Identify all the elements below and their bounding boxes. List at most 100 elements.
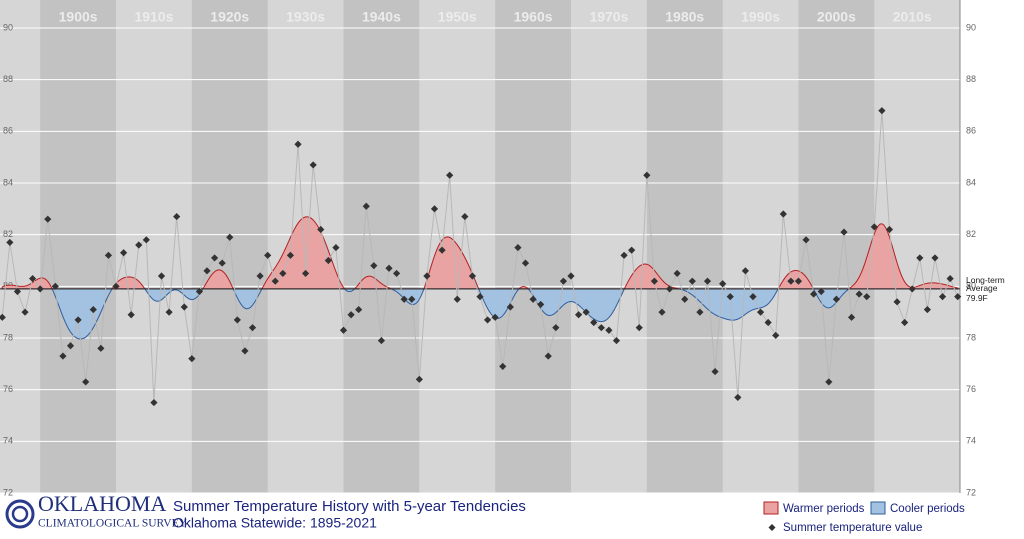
data-point bbox=[74, 316, 82, 324]
data-point bbox=[150, 398, 158, 407]
data-point bbox=[89, 305, 97, 314]
decade-label: 1990s bbox=[741, 9, 780, 25]
data-point bbox=[544, 352, 552, 360]
data-point bbox=[423, 272, 431, 280]
data-point bbox=[514, 243, 522, 252]
data-point bbox=[203, 267, 211, 275]
decade-label: 1980s bbox=[665, 9, 704, 25]
data-point bbox=[802, 236, 810, 244]
data-point bbox=[294, 140, 302, 148]
y2-tick-label: 76 bbox=[966, 384, 976, 394]
data-point bbox=[51, 282, 59, 290]
data-point bbox=[408, 295, 416, 303]
data-point bbox=[703, 277, 712, 285]
data-point bbox=[840, 228, 848, 236]
logo-ring bbox=[5, 499, 35, 529]
data-point bbox=[908, 285, 916, 293]
data-point bbox=[741, 267, 750, 275]
decade-label: 1950s bbox=[438, 9, 477, 25]
data-point bbox=[438, 246, 446, 254]
data-point bbox=[279, 269, 287, 278]
data-point bbox=[794, 277, 803, 285]
legend-label: Cooler periods bbox=[890, 503, 965, 515]
y-tick-label: 86 bbox=[3, 126, 13, 136]
data-point bbox=[847, 313, 856, 321]
data-point bbox=[476, 293, 484, 301]
data-point bbox=[29, 274, 37, 283]
data-point bbox=[66, 342, 75, 350]
logo: OKLAHOMA CLIMATOLOGICAL SURVEY bbox=[5, 491, 188, 530]
data-point bbox=[521, 259, 530, 267]
legend-swatch-cool bbox=[870, 501, 886, 515]
data-point bbox=[878, 107, 886, 115]
data-point bbox=[537, 300, 545, 309]
data-point bbox=[726, 293, 734, 301]
y-tick-label: 88 bbox=[3, 74, 13, 84]
data-point bbox=[688, 277, 696, 285]
data-point bbox=[59, 352, 67, 360]
data-point bbox=[938, 293, 947, 301]
y2-tick-label: 84 bbox=[966, 177, 976, 187]
y2-tick-label: 86 bbox=[966, 126, 976, 136]
data-point bbox=[612, 336, 621, 345]
data-point bbox=[0, 313, 6, 321]
legend-swatch-warm bbox=[763, 501, 779, 515]
data-point bbox=[605, 326, 613, 334]
decade-band bbox=[798, 0, 875, 493]
data-point bbox=[256, 272, 264, 280]
data-point bbox=[135, 241, 143, 249]
decade-band bbox=[40, 0, 117, 493]
y2-tick-label: 90 bbox=[966, 22, 976, 32]
data-point bbox=[82, 378, 90, 386]
data-point bbox=[552, 324, 560, 332]
data-point bbox=[218, 259, 226, 267]
data-point bbox=[893, 298, 901, 306]
data-point bbox=[446, 171, 454, 179]
data-point bbox=[506, 303, 514, 311]
logo-subname: CLIMATOLOGICAL SURVEY bbox=[38, 518, 188, 530]
y-tick-label: 78 bbox=[3, 332, 13, 342]
data-point bbox=[946, 274, 954, 283]
legend-swatch-point bbox=[768, 524, 776, 531]
data-point bbox=[855, 290, 863, 298]
y-tick-label: 74 bbox=[3, 436, 13, 446]
data-point bbox=[120, 249, 128, 257]
data-point bbox=[332, 243, 340, 252]
data-point bbox=[559, 277, 568, 285]
decade-label: 2010s bbox=[893, 9, 932, 25]
decade-band bbox=[495, 0, 571, 493]
data-point bbox=[529, 295, 537, 303]
data-point bbox=[241, 347, 249, 355]
data-point bbox=[226, 233, 234, 241]
decade-label: 1920s bbox=[210, 9, 249, 25]
data-point bbox=[339, 326, 348, 334]
y-tick-label: 72 bbox=[3, 487, 13, 497]
data-point bbox=[301, 269, 310, 278]
data-point bbox=[574, 311, 583, 319]
data-point bbox=[665, 285, 674, 293]
data-point bbox=[142, 236, 150, 244]
data-point bbox=[6, 238, 14, 247]
data-point bbox=[347, 311, 355, 319]
data-point bbox=[863, 293, 871, 301]
data-point bbox=[696, 308, 704, 316]
data-point bbox=[658, 308, 666, 316]
data-point bbox=[127, 311, 135, 319]
data-point bbox=[590, 318, 598, 327]
data-point bbox=[362, 202, 370, 210]
data-point bbox=[21, 308, 29, 316]
data-point bbox=[104, 251, 113, 259]
decade-label: 1930s bbox=[286, 9, 325, 25]
data-point bbox=[355, 305, 363, 314]
y2-tick-label: 72 bbox=[966, 487, 976, 497]
data-point bbox=[400, 295, 408, 303]
data-point bbox=[643, 171, 651, 179]
data-point bbox=[286, 251, 295, 259]
data-point bbox=[764, 318, 772, 327]
data-point bbox=[832, 295, 840, 303]
data-point bbox=[370, 262, 378, 270]
average-label: Long-term bbox=[966, 275, 1005, 285]
y2-tick-label: 82 bbox=[966, 229, 976, 239]
data-point bbox=[597, 324, 605, 332]
